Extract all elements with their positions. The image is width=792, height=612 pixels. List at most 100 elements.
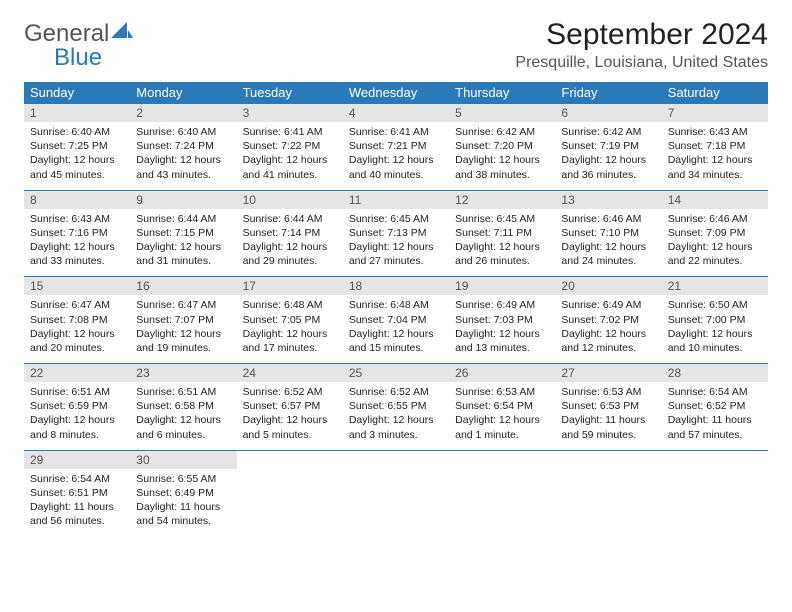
day-d1: Daylight: 12 hours bbox=[349, 153, 443, 167]
day-cell: Sunrise: 6:44 AMSunset: 7:14 PMDaylight:… bbox=[237, 209, 343, 277]
day-sunrise: Sunrise: 6:52 AM bbox=[349, 385, 443, 399]
day-cell bbox=[449, 469, 555, 537]
day-number: 7 bbox=[662, 104, 768, 123]
day-cell: Sunrise: 6:45 AMSunset: 7:13 PMDaylight:… bbox=[343, 209, 449, 277]
day-sunrise: Sunrise: 6:45 AM bbox=[349, 212, 443, 226]
day-header: Saturday bbox=[662, 82, 768, 104]
day-sunset: Sunset: 7:19 PM bbox=[561, 139, 655, 153]
day-sunrise: Sunrise: 6:48 AM bbox=[243, 298, 337, 312]
day-d1: Daylight: 12 hours bbox=[455, 153, 549, 167]
day-number bbox=[662, 450, 768, 469]
day-d2: and 5 minutes. bbox=[243, 428, 337, 442]
day-d2: and 33 minutes. bbox=[30, 254, 124, 268]
day-sunrise: Sunrise: 6:48 AM bbox=[349, 298, 443, 312]
day-sunrise: Sunrise: 6:46 AM bbox=[668, 212, 762, 226]
day-sunrise: Sunrise: 6:47 AM bbox=[136, 298, 230, 312]
day-sunrise: Sunrise: 6:55 AM bbox=[136, 472, 230, 486]
day-d1: Daylight: 12 hours bbox=[30, 240, 124, 254]
day-d1: Daylight: 12 hours bbox=[136, 240, 230, 254]
day-sunset: Sunset: 7:05 PM bbox=[243, 313, 337, 327]
day-sunset: Sunset: 7:07 PM bbox=[136, 313, 230, 327]
day-cell: Sunrise: 6:41 AMSunset: 7:21 PMDaylight:… bbox=[343, 122, 449, 190]
daynum-row: 891011121314 bbox=[24, 190, 768, 209]
day-number: 3 bbox=[237, 104, 343, 123]
day-cell: Sunrise: 6:51 AMSunset: 6:58 PMDaylight:… bbox=[130, 382, 236, 450]
day-sunset: Sunset: 7:03 PM bbox=[455, 313, 549, 327]
day-d1: Daylight: 12 hours bbox=[243, 327, 337, 341]
day-cell: Sunrise: 6:55 AMSunset: 6:49 PMDaylight:… bbox=[130, 469, 236, 537]
day-number: 27 bbox=[555, 364, 661, 383]
day-d1: Daylight: 11 hours bbox=[136, 500, 230, 514]
day-d1: Daylight: 12 hours bbox=[136, 153, 230, 167]
day-number: 22 bbox=[24, 364, 130, 383]
day-sunset: Sunset: 6:54 PM bbox=[455, 399, 549, 413]
day-sunset: Sunset: 7:00 PM bbox=[668, 313, 762, 327]
day-d2: and 29 minutes. bbox=[243, 254, 337, 268]
day-sunset: Sunset: 7:20 PM bbox=[455, 139, 549, 153]
day-d2: and 24 minutes. bbox=[561, 254, 655, 268]
logo-sail-icon bbox=[111, 22, 133, 45]
day-d2: and 41 minutes. bbox=[243, 168, 337, 182]
day-sunrise: Sunrise: 6:44 AM bbox=[136, 212, 230, 226]
day-cell: Sunrise: 6:49 AMSunset: 7:03 PMDaylight:… bbox=[449, 295, 555, 363]
day-sunset: Sunset: 7:11 PM bbox=[455, 226, 549, 240]
day-sunrise: Sunrise: 6:54 AM bbox=[30, 472, 124, 486]
day-sunrise: Sunrise: 6:42 AM bbox=[455, 125, 549, 139]
day-sunrise: Sunrise: 6:47 AM bbox=[30, 298, 124, 312]
day-sunset: Sunset: 7:02 PM bbox=[561, 313, 655, 327]
page: General Blue September 2024 Presquille, … bbox=[0, 0, 792, 554]
day-d2: and 38 minutes. bbox=[455, 168, 549, 182]
day-d2: and 19 minutes. bbox=[136, 341, 230, 355]
day-sunrise: Sunrise: 6:40 AM bbox=[136, 125, 230, 139]
day-d2: and 12 minutes. bbox=[561, 341, 655, 355]
day-sunrise: Sunrise: 6:50 AM bbox=[668, 298, 762, 312]
day-d2: and 36 minutes. bbox=[561, 168, 655, 182]
week-row: Sunrise: 6:47 AMSunset: 7:08 PMDaylight:… bbox=[24, 295, 768, 363]
day-d2: and 15 minutes. bbox=[349, 341, 443, 355]
day-cell bbox=[555, 469, 661, 537]
day-d1: Daylight: 12 hours bbox=[136, 413, 230, 427]
day-number bbox=[449, 450, 555, 469]
day-sunset: Sunset: 7:21 PM bbox=[349, 139, 443, 153]
day-number: 4 bbox=[343, 104, 449, 123]
day-d1: Daylight: 11 hours bbox=[668, 413, 762, 427]
day-cell: Sunrise: 6:42 AMSunset: 7:19 PMDaylight:… bbox=[555, 122, 661, 190]
day-d1: Daylight: 12 hours bbox=[349, 413, 443, 427]
day-d1: Daylight: 11 hours bbox=[561, 413, 655, 427]
day-sunset: Sunset: 7:25 PM bbox=[30, 139, 124, 153]
day-header: Monday bbox=[130, 82, 236, 104]
day-header-row: Sunday Monday Tuesday Wednesday Thursday… bbox=[24, 82, 768, 104]
week-row: Sunrise: 6:54 AMSunset: 6:51 PMDaylight:… bbox=[24, 469, 768, 537]
day-sunrise: Sunrise: 6:45 AM bbox=[455, 212, 549, 226]
day-number: 8 bbox=[24, 190, 130, 209]
day-cell: Sunrise: 6:52 AMSunset: 6:57 PMDaylight:… bbox=[237, 382, 343, 450]
day-sunrise: Sunrise: 6:49 AM bbox=[455, 298, 549, 312]
day-cell: Sunrise: 6:48 AMSunset: 7:04 PMDaylight:… bbox=[343, 295, 449, 363]
logo-text-gray: General bbox=[24, 20, 109, 47]
month-title: September 2024 bbox=[515, 18, 768, 52]
day-number: 21 bbox=[662, 277, 768, 296]
header: General Blue September 2024 Presquille, … bbox=[24, 18, 768, 76]
day-sunset: Sunset: 7:08 PM bbox=[30, 313, 124, 327]
logo: General Blue bbox=[24, 22, 133, 70]
day-cell: Sunrise: 6:53 AMSunset: 6:53 PMDaylight:… bbox=[555, 382, 661, 450]
day-cell: Sunrise: 6:48 AMSunset: 7:05 PMDaylight:… bbox=[237, 295, 343, 363]
day-d1: Daylight: 11 hours bbox=[30, 500, 124, 514]
day-sunset: Sunset: 6:51 PM bbox=[30, 486, 124, 500]
day-cell: Sunrise: 6:54 AMSunset: 6:51 PMDaylight:… bbox=[24, 469, 130, 537]
day-number: 20 bbox=[555, 277, 661, 296]
day-sunrise: Sunrise: 6:51 AM bbox=[136, 385, 230, 399]
day-cell: Sunrise: 6:45 AMSunset: 7:11 PMDaylight:… bbox=[449, 209, 555, 277]
day-d1: Daylight: 12 hours bbox=[561, 153, 655, 167]
day-number: 28 bbox=[662, 364, 768, 383]
day-number: 19 bbox=[449, 277, 555, 296]
day-d1: Daylight: 12 hours bbox=[243, 153, 337, 167]
day-d1: Daylight: 12 hours bbox=[349, 327, 443, 341]
day-d2: and 1 minute. bbox=[455, 428, 549, 442]
day-sunrise: Sunrise: 6:42 AM bbox=[561, 125, 655, 139]
day-d2: and 34 minutes. bbox=[668, 168, 762, 182]
day-sunset: Sunset: 6:53 PM bbox=[561, 399, 655, 413]
day-cell: Sunrise: 6:49 AMSunset: 7:02 PMDaylight:… bbox=[555, 295, 661, 363]
day-d2: and 56 minutes. bbox=[30, 514, 124, 528]
day-header: Sunday bbox=[24, 82, 130, 104]
